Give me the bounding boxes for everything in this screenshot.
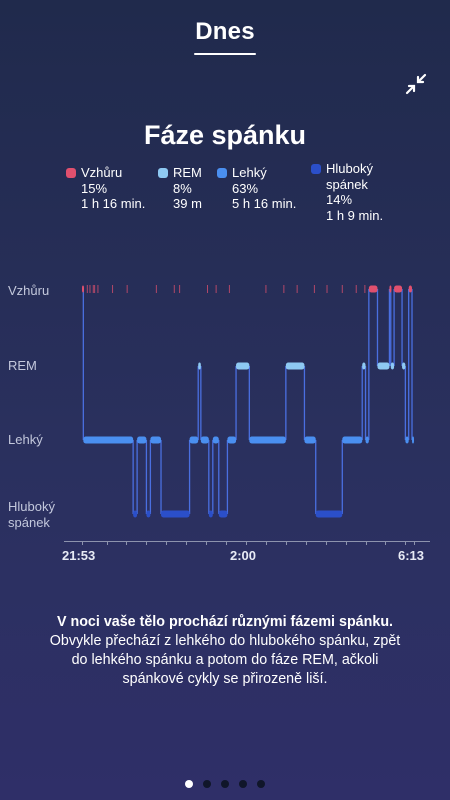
stage-segment: [377, 362, 390, 370]
legend-deep-name-line1: Hluboký: [326, 161, 373, 176]
stage-segment: [394, 285, 403, 293]
legend-rem-name: REM: [173, 165, 202, 180]
x-axis-tick: [186, 541, 188, 545]
stage-segment: [362, 362, 366, 370]
page-title: Dnes: [195, 18, 255, 45]
legend-light-swatch: [217, 168, 227, 178]
page-dot[interactable]: [239, 780, 247, 788]
description-line-4: spánkové cykly se přirozeně liší.: [122, 671, 328, 687]
legend-awake-swatch: [66, 168, 76, 178]
x-tick-label-start: 21:53: [62, 548, 96, 563]
x-axis-tick: [246, 541, 247, 545]
legend-rem-percent: 8%: [173, 180, 192, 196]
x-axis-tick: [285, 541, 287, 545]
legend-awake-duration: 1 h 16 min.: [81, 196, 146, 211]
page-dot[interactable]: [203, 780, 211, 788]
x-axis-tick: [206, 541, 208, 545]
y-label-rem: REM: [8, 358, 37, 373]
legend-awake: Vzhůru 15% 1 h 16 min.: [66, 165, 146, 212]
stage-segment: [189, 436, 199, 444]
stage-segment: [304, 436, 316, 444]
stage-segment: [82, 285, 84, 293]
page-dot[interactable]: [185, 780, 193, 788]
x-axis-tick: [345, 541, 347, 545]
legend-light: Lehký 63% 5 h 16 min.: [217, 165, 297, 212]
page-indicator[interactable]: [0, 780, 450, 788]
stage-segment: [212, 436, 219, 444]
x-axis: [64, 541, 430, 542]
stage-segment: [365, 436, 369, 444]
x-axis-tick: [305, 541, 307, 545]
x-axis-tick: [265, 541, 267, 545]
legend-awake-percent: 15%: [81, 180, 108, 196]
stage-segment: [198, 362, 201, 370]
stage-segment: [208, 510, 213, 518]
legend-rem-duration: 39 m: [173, 196, 202, 211]
stage-segment: [390, 362, 395, 370]
x-tick-label-end: 6:13: [398, 548, 425, 563]
stage-segment: [408, 285, 413, 293]
x-axis-tick: [365, 541, 367, 545]
x-axis-tick: [405, 541, 407, 545]
legend-deep-duration: 1 h 9 min.: [326, 207, 384, 223]
stage-segment: [285, 362, 305, 370]
stage-segment: [389, 285, 392, 293]
legend-light-percent: 63%: [232, 180, 259, 196]
stage-segment: [83, 436, 134, 444]
stage-segment: [227, 436, 237, 444]
stage-segment: [161, 510, 190, 518]
stage-segment: [412, 436, 415, 444]
x-axis-tick: [166, 541, 168, 545]
stage-segment: [405, 436, 409, 444]
stage-segment: [137, 436, 147, 444]
x-axis-tick: [325, 541, 327, 545]
legend-rem: REM 8% 39 m: [158, 165, 202, 212]
title-underline: [194, 53, 256, 55]
legend-rem-swatch: [158, 168, 168, 178]
x-axis-tick: [106, 541, 108, 545]
stage-segment: [236, 362, 250, 370]
stage-segment: [342, 436, 363, 444]
x-axis-tick: [82, 541, 83, 545]
y-label-light: Lehký: [8, 432, 43, 447]
stage-segment: [315, 510, 343, 518]
x-axis-tick: [226, 541, 228, 545]
chart-title: Fáze spánku: [143, 120, 307, 150]
legend-light-name: Lehký: [232, 165, 267, 180]
x-axis-tick: [414, 541, 415, 545]
stage-segment: [402, 362, 406, 370]
y-label-awake: Vzhůru: [8, 283, 50, 298]
stage-segment: [150, 436, 162, 444]
collapse-arrows-icon: [405, 73, 427, 95]
legend-light-duration: 5 h 16 min.: [232, 196, 297, 211]
description-line-2: Obvykle přechází z lehkého do hlubokého …: [49, 633, 401, 649]
stage-segment: [218, 510, 228, 518]
stage-segment: [200, 436, 209, 444]
page-dot[interactable]: [221, 780, 229, 788]
stage-segment: [146, 510, 151, 518]
description-line-1: V noci vaše tělo prochází různými fázemi…: [56, 614, 394, 630]
description-line-3: do lehkého spánku a potom do fáze REM, a…: [71, 652, 379, 668]
legend-deep-name-line2: spánek: [326, 176, 368, 192]
description: V noci vaše tělo prochází různými fázemi…: [0, 613, 450, 689]
x-axis-tick: [385, 541, 387, 545]
x-tick-label-mid: 2:00: [230, 548, 257, 563]
legend-awake-name: Vzhůru: [81, 165, 123, 180]
x-axis-tick: [146, 541, 148, 545]
x-axis-tick: [126, 541, 128, 545]
stage-segment: [368, 285, 378, 293]
legend-deep-swatch: [311, 164, 321, 174]
stage-segment: [133, 510, 138, 518]
header: Dnes: [0, 18, 450, 55]
collapse-button[interactable]: [404, 72, 428, 96]
stage-segment: [249, 436, 286, 444]
legend-deep: Hluboký spánek 14% 1 h 9 min.: [311, 161, 384, 223]
y-label-deep: Hluboký spánek: [8, 499, 55, 530]
page-dot[interactable]: [257, 780, 265, 788]
legend-deep-percent: 14%: [326, 192, 353, 207]
